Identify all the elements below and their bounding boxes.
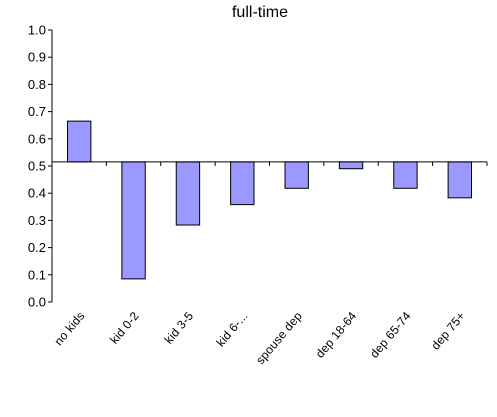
- x-tick-label: dep 75+: [428, 309, 468, 353]
- y-tick-label: 0.5: [28, 159, 46, 174]
- bar-1: [121, 161, 146, 280]
- y-tick-label: 1.0: [28, 23, 46, 38]
- y-tick-label: 0.7: [28, 104, 46, 119]
- chart-title: full-time: [232, 4, 288, 21]
- y-tick-label: 0.2: [28, 240, 46, 255]
- bar-7: [447, 161, 472, 199]
- bar-3: [230, 161, 255, 206]
- y-tick-label: 0.3: [28, 213, 46, 228]
- y-tick-label: 0.1: [28, 267, 46, 282]
- x-tick-label: kid 0-2: [107, 309, 142, 347]
- x-tick-label: dep 65-74: [367, 309, 414, 361]
- bar-5: [338, 161, 364, 170]
- x-tick-label: kid 6-...: [213, 309, 250, 350]
- y-tick-label: 0.8: [28, 77, 46, 92]
- x-tick-label: no kids: [51, 309, 87, 348]
- y-tick-label: 0.4: [28, 186, 46, 201]
- bar-6: [393, 161, 418, 189]
- bar-2: [175, 161, 201, 226]
- y-tick-label: 0.6: [28, 131, 46, 146]
- plot-area: 0.0 0.1 0.2 0.3 0.4 0.5 0.6 0.7 0.8 0.9 1.0 no kids…: [28, 23, 488, 367]
- y-tick-label: 0.0: [28, 295, 46, 310]
- bar-0: [67, 120, 92, 163]
- y-tick-label: 0.9: [28, 50, 46, 65]
- bar-4: [284, 161, 309, 189]
- x-tick-label: kid 3-5: [161, 309, 196, 347]
- x-tick-label: dep 18-64: [313, 309, 360, 361]
- x-tick-label: spouse dep: [253, 309, 305, 367]
